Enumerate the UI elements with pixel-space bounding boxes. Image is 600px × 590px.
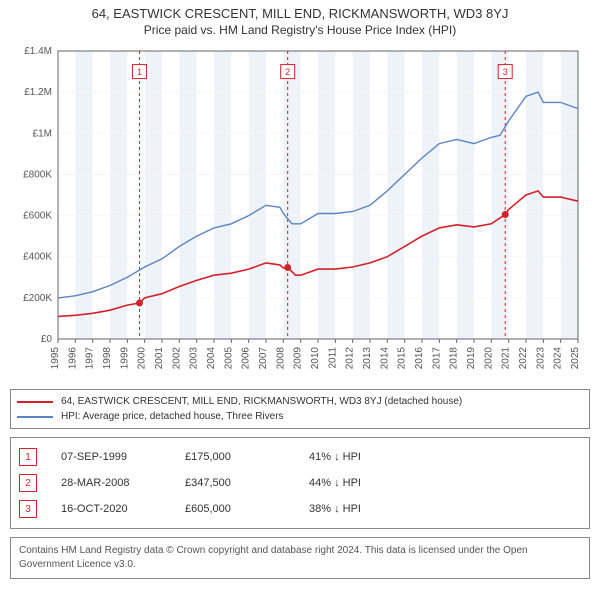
event-diff: 44% ↓ HPI xyxy=(309,477,409,489)
svg-text:£200K: £200K xyxy=(23,293,52,304)
svg-text:2015: 2015 xyxy=(397,347,408,370)
svg-text:2023: 2023 xyxy=(535,347,546,370)
svg-text:2005: 2005 xyxy=(223,347,234,370)
svg-text:2018: 2018 xyxy=(449,347,460,370)
svg-text:£600K: £600K xyxy=(23,211,52,222)
svg-text:2013: 2013 xyxy=(362,347,373,370)
svg-text:£1.2M: £1.2M xyxy=(24,87,52,98)
svg-text:2019: 2019 xyxy=(466,347,477,370)
legend-label-property: 64, EASTWICK CRESCENT, MILL END, RICKMAN… xyxy=(61,394,462,409)
svg-text:2004: 2004 xyxy=(206,347,217,370)
footer-attribution: Contains HM Land Registry data © Crown c… xyxy=(10,537,590,579)
svg-text:2014: 2014 xyxy=(379,347,390,370)
svg-text:2017: 2017 xyxy=(431,347,442,370)
svg-text:2021: 2021 xyxy=(501,347,512,370)
svg-text:1995: 1995 xyxy=(50,347,61,370)
svg-text:1996: 1996 xyxy=(67,347,78,370)
event-price: £347,500 xyxy=(185,477,285,489)
events-table: 1 07-SEP-1999 £175,000 41% ↓ HPI 2 28-MAR-200… xyxy=(10,437,590,529)
chart-title: 64, EASTWICK CRESCENT, MILL END, RICKMAN… xyxy=(10,6,590,21)
chart-subtitle: Price paid vs. HM Land Registry's House … xyxy=(10,23,590,37)
svg-text:£1.4M: £1.4M xyxy=(24,46,52,57)
svg-text:2001: 2001 xyxy=(154,347,165,370)
svg-text:2007: 2007 xyxy=(258,347,269,370)
svg-text:1999: 1999 xyxy=(119,347,130,370)
svg-text:1: 1 xyxy=(137,67,142,77)
legend-box: 64, EASTWICK CRESCENT, MILL END, RICKMAN… xyxy=(10,389,590,429)
svg-text:1997: 1997 xyxy=(85,347,96,370)
svg-text:£800K: £800K xyxy=(23,169,52,180)
event-badge: 1 xyxy=(19,448,37,466)
svg-text:£1M: £1M xyxy=(33,128,52,139)
legend-label-hpi: HPI: Average price, detached house, Thre… xyxy=(61,409,284,424)
legend-swatch-property xyxy=(17,401,53,403)
svg-text:2003: 2003 xyxy=(189,347,200,370)
svg-text:£400K: £400K xyxy=(23,252,52,263)
svg-text:2010: 2010 xyxy=(310,347,321,370)
event-date: 07-SEP-1999 xyxy=(61,451,161,463)
svg-text:2012: 2012 xyxy=(345,347,356,370)
event-row: 1 07-SEP-1999 £175,000 41% ↓ HPI xyxy=(19,444,581,470)
event-date: 16-OCT-2020 xyxy=(61,503,161,515)
chart-area: £0 £200K £400K £600K £800K £1M £1.2M £1.4M 1995 1… xyxy=(10,43,590,383)
svg-text:2009: 2009 xyxy=(293,347,304,370)
svg-text:2008: 2008 xyxy=(275,347,286,370)
svg-text:2020: 2020 xyxy=(483,347,494,370)
svg-text:2016: 2016 xyxy=(414,347,425,370)
svg-text:£0: £0 xyxy=(41,334,53,345)
event-badge: 2 xyxy=(19,474,37,492)
event-date: 28-MAR-2008 xyxy=(61,477,161,489)
svg-text:2022: 2022 xyxy=(518,347,529,370)
legend-row-hpi: HPI: Average price, detached house, Thre… xyxy=(17,409,583,424)
event-price: £175,000 xyxy=(185,451,285,463)
legend-row-property: 64, EASTWICK CRESCENT, MILL END, RICKMAN… xyxy=(17,394,583,409)
event-row: 2 28-MAR-2008 £347,500 44% ↓ HPI xyxy=(19,470,581,496)
svg-text:2011: 2011 xyxy=(327,347,338,369)
event-price: £605,000 xyxy=(185,503,285,515)
svg-text:2002: 2002 xyxy=(171,347,182,370)
svg-text:2000: 2000 xyxy=(137,347,148,370)
svg-text:2025: 2025 xyxy=(570,347,581,370)
svg-text:3: 3 xyxy=(503,67,508,77)
svg-text:2: 2 xyxy=(285,67,290,77)
svg-text:2024: 2024 xyxy=(553,347,564,370)
event-badge: 3 xyxy=(19,500,37,518)
event-diff: 41% ↓ HPI xyxy=(309,451,409,463)
event-diff: 38% ↓ HPI xyxy=(309,503,409,515)
svg-text:2006: 2006 xyxy=(241,347,252,370)
line-chart: £0 £200K £400K £600K £800K £1M £1.2M £1.4M 1995 1… xyxy=(10,43,590,383)
page: 64, EASTWICK CRESCENT, MILL END, RICKMAN… xyxy=(0,0,600,590)
legend-swatch-hpi xyxy=(17,416,53,418)
event-row: 3 16-OCT-2020 £605,000 38% ↓ HPI xyxy=(19,496,581,522)
svg-text:1998: 1998 xyxy=(102,347,113,370)
